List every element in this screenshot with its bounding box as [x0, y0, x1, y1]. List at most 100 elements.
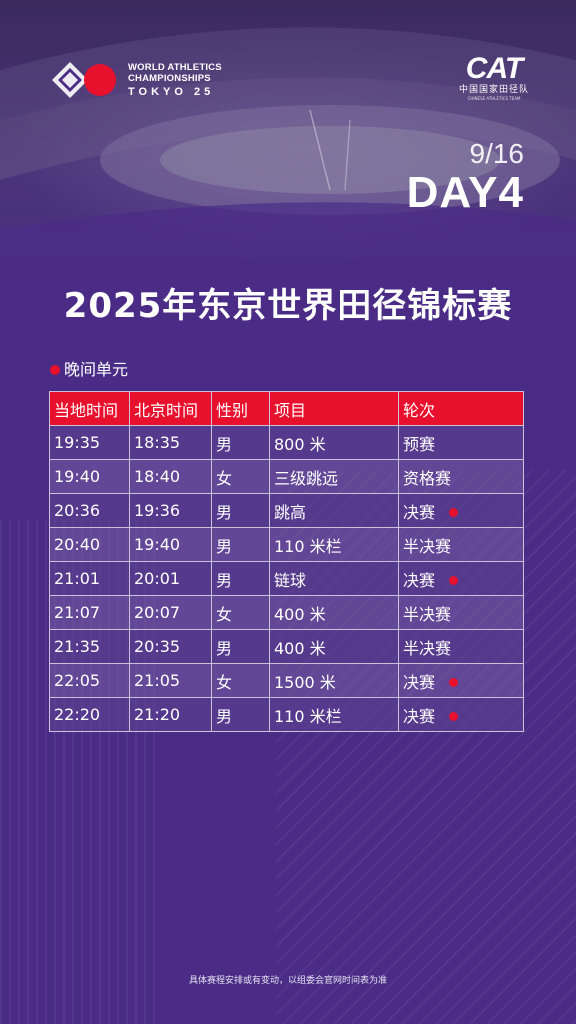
local-time-text: 21:01 — [54, 569, 101, 588]
local-time-cell: 21:07 — [49, 595, 130, 630]
event-cell: 1500 米 — [269, 663, 399, 698]
event-cell: 110 米栏 — [269, 527, 399, 562]
beijing-time-text: 18:35 — [134, 433, 181, 452]
event-text: 110 米栏 — [274, 706, 342, 726]
round-cell: 决赛 — [398, 561, 524, 596]
table-row: 22:20 21:20 男 110 米栏 决赛 — [49, 697, 524, 732]
local-time-cell: 21:35 — [49, 629, 130, 664]
round-text: 决赛 — [403, 502, 436, 522]
event-cell: 跳高 — [269, 493, 399, 528]
gender-cell: 男 — [211, 493, 270, 528]
gender-text: 女 — [216, 672, 233, 692]
final-marker-icon — [449, 677, 459, 687]
round-text: 半决赛 — [403, 604, 452, 624]
event-text: 1500 米 — [274, 672, 336, 692]
final-marker-icon — [449, 507, 459, 517]
beijing-time-cell: 20:35 — [129, 629, 212, 664]
round-cell: 半决赛 — [398, 527, 524, 562]
beijing-time-cell: 19:36 — [129, 493, 212, 528]
round-cell: 半决赛 — [398, 629, 524, 664]
world-athletics-championships-logo: WORLD ATHLETICS CHAMPIONSHIPS TOKYO 25 — [48, 56, 238, 106]
table-row: 20:40 19:40 男 110 米栏 半决赛 — [49, 527, 524, 562]
gender-text: 男 — [216, 570, 233, 590]
wac-name: WORLD ATHLETICS CHAMPIONSHIPS — [128, 62, 222, 84]
event-text: 110 米栏 — [274, 536, 342, 556]
local-time-text: 19:35 — [54, 433, 101, 452]
event-text: 400 米 — [274, 638, 326, 658]
event-cell: 链球 — [269, 561, 399, 596]
round-text: 半决赛 — [403, 536, 452, 556]
gender-cell: 男 — [211, 697, 270, 732]
gender-text: 男 — [216, 536, 233, 556]
table-row: 21:35 20:35 男 400 米 半决赛 — [49, 629, 524, 664]
round-cell: 资格赛 — [398, 459, 524, 494]
session-label: 晚间单元 — [50, 356, 128, 380]
gender-cell: 女 — [211, 595, 270, 630]
round-text: 半决赛 — [403, 638, 452, 658]
beijing-time-text: 21:05 — [134, 671, 181, 690]
column-header-local-time: 当地时间 — [49, 391, 130, 426]
cat-team-name-en: CHINESE ATHLETICS TEAM — [467, 96, 521, 101]
table-row: 19:40 18:40 女 三级跳远 资格赛 — [49, 459, 524, 494]
wac-name-line-1: WORLD ATHLETICS — [128, 62, 222, 73]
beijing-time-cell: 20:07 — [129, 595, 212, 630]
beijing-time-cell: 18:35 — [129, 425, 212, 460]
gender-cell: 男 — [211, 425, 270, 460]
event-text: 800 米 — [274, 434, 326, 454]
wac-city: TOKYO 25 — [128, 86, 215, 98]
event-text: 三级跳远 — [274, 468, 339, 488]
cat-team-name: 中国国家田径队 — [458, 85, 529, 95]
round-cell: 决赛 — [398, 697, 524, 732]
local-time-cell: 20:36 — [49, 493, 130, 528]
table-header-row: 当地时间 北京时间 性别 项目 轮次 — [49, 391, 524, 426]
beijing-time-cell: 19:40 — [129, 527, 212, 562]
session-label-text: 晚间单元 — [64, 360, 129, 379]
local-time-text: 22:05 — [54, 671, 101, 690]
local-time-text: 19:40 — [54, 467, 101, 486]
column-header-beijing-time: 北京时间 — [129, 391, 212, 426]
schedule-body: 19:35 18:35 男 800 米 预赛 19:40 18:40 女 三级跳远 资格赛 20:3… — [49, 425, 524, 732]
beijing-time-text: 20:35 — [134, 637, 181, 656]
table-row: 19:35 18:35 男 800 米 预赛 — [49, 425, 524, 460]
event-cell: 800 米 — [269, 425, 399, 460]
local-time-text: 21:07 — [54, 603, 101, 622]
stadium-illustration — [0, 27, 576, 300]
local-time-cell: 19:35 — [49, 425, 130, 460]
final-marker-icon — [449, 575, 459, 585]
event-cell: 三级跳远 — [269, 459, 399, 494]
event-date: 9/16 — [469, 138, 525, 169]
local-time-cell: 22:05 — [49, 663, 130, 698]
round-cell: 决赛 — [398, 663, 524, 698]
page-title: 2025年东京世界田径锦标赛 — [63, 286, 513, 326]
local-time-cell: 20:40 — [49, 527, 130, 562]
footer-note: 具体赛程安排或有变动，以组委会官网时间表为准 — [188, 976, 387, 986]
gender-text: 男 — [216, 434, 233, 454]
local-time-text: 22:20 — [54, 705, 101, 724]
event-text: 链球 — [274, 570, 307, 590]
column-header-event: 项目 — [269, 391, 399, 426]
round-text: 决赛 — [403, 672, 436, 692]
round-text: 预赛 — [403, 434, 436, 454]
local-time-text: 20:36 — [54, 501, 101, 520]
round-cell: 预赛 — [398, 425, 524, 460]
event-text: 400 米 — [274, 604, 326, 624]
round-cell: 半决赛 — [398, 595, 524, 630]
local-time-text: 21:35 — [54, 637, 101, 656]
gender-text: 男 — [216, 638, 233, 658]
beijing-time-text: 18:40 — [134, 467, 181, 486]
beijing-time-text: 20:07 — [134, 603, 181, 622]
table-row: 21:07 20:07 女 400 米 半决赛 — [49, 595, 524, 630]
schedule-table: 当地时间 北京时间 性别 项目 轮次 19:35 18:35 男 800 米预赛 19:… — [49, 391, 524, 732]
gender-text: 女 — [216, 604, 233, 624]
gender-cell: 男 — [211, 527, 270, 562]
column-header-gender: 性别 — [211, 391, 270, 426]
round-text: 资格赛 — [403, 468, 452, 488]
event-text: 跳高 — [274, 502, 307, 522]
round-text: 决赛 — [403, 570, 436, 590]
table-row: 22:05 21:05 女 1500 米 决赛 — [49, 663, 524, 698]
beijing-time-text: 19:36 — [134, 501, 181, 520]
local-time-cell: 22:20 — [49, 697, 130, 732]
event-day: DAY4 — [406, 168, 524, 217]
beijing-time-text: 20:01 — [134, 569, 181, 588]
wac-emblem-icon — [52, 62, 116, 98]
